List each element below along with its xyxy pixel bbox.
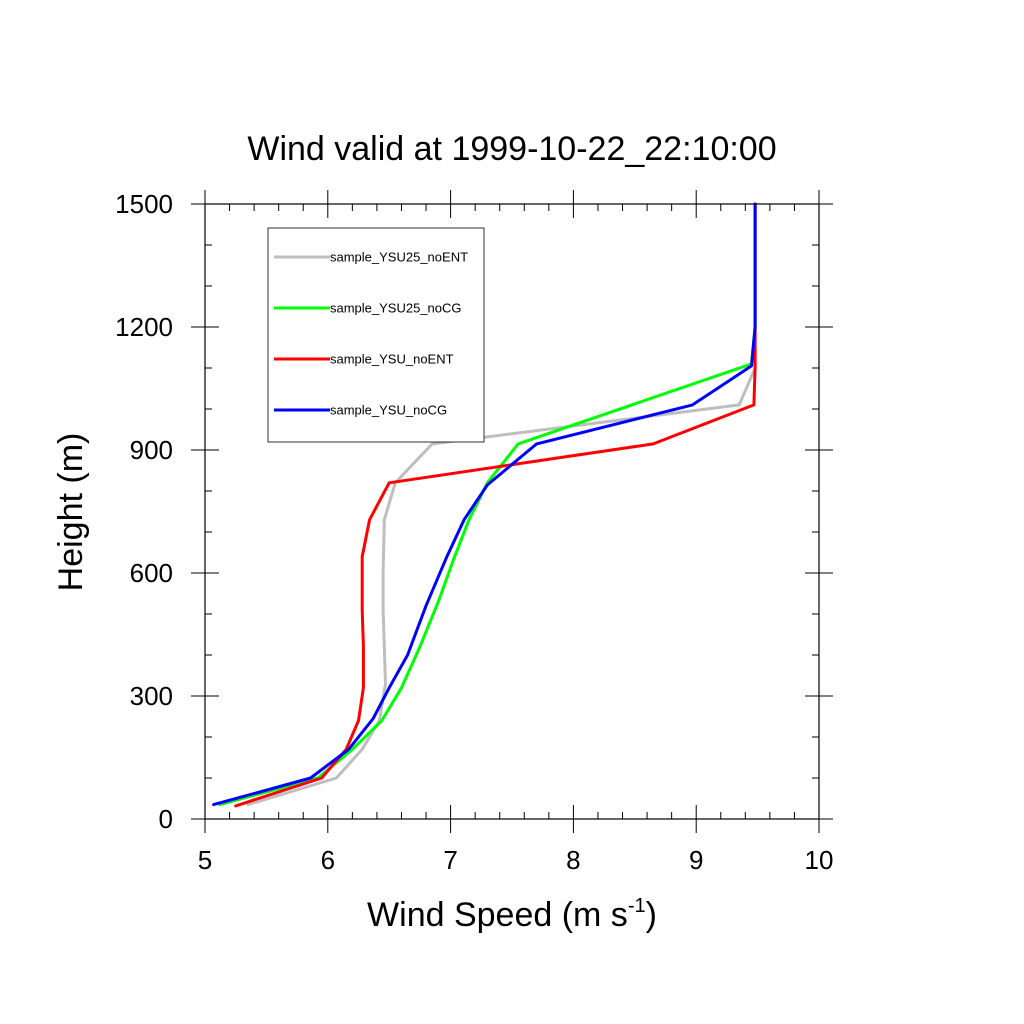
y-tick-label: 600 — [130, 558, 173, 588]
series-line-sample-ysu-noent — [234, 202, 757, 808]
series-line-sample-ysu-nocg — [212, 202, 757, 807]
series-line-sample-ysu25-noent — [246, 202, 757, 807]
x-tick-label: 6 — [321, 845, 335, 875]
x-axis-title-end: ) — [646, 896, 657, 934]
x-axis-title-superscript: -1 — [628, 895, 646, 917]
x-tick-label: 7 — [443, 845, 457, 875]
x-tick-label: 10 — [805, 845, 834, 875]
legend-label-sample-ysu-nocg: sample_YSU_noCG — [330, 403, 447, 418]
legend-label-sample-ysu25-nocg: sample_YSU25_noCG — [330, 301, 462, 316]
plot-frame — [204, 203, 820, 820]
legend: sample_YSU25_noENT sample_YSU25_noCGsampl… — [267, 227, 485, 443]
x-axis-title-main: Wind Speed (m s — [367, 896, 628, 934]
x-tick-label: 5 — [198, 845, 212, 875]
y-axis-title: Height (m) — [52, 433, 90, 592]
x-axis-title: Wind Speed (m s-1) — [367, 895, 657, 934]
series-line-sample-ysu25-nocg — [218, 202, 757, 807]
y-tick-label: 300 — [130, 681, 173, 711]
legend-label-sample-ysu-noent: sample_YSU_noENT — [330, 352, 454, 367]
x-tick-label: 9 — [689, 845, 703, 875]
y-tick-label: 1500 — [115, 189, 173, 219]
y-tick-label: 900 — [130, 435, 173, 465]
y-tick-label: 0 — [159, 804, 173, 834]
series-group — [212, 202, 757, 808]
y-tick-label: 1200 — [115, 312, 173, 342]
legend-label-sample-ysu25-noent: sample_YSU25_noENT — [330, 250, 468, 265]
axis-ticks: 5 6 7 8 9 10 0 300 600 900 1200 1500 — [115, 189, 833, 875]
chart-title: Wind valid at 1999-10-22_22:10:00 — [247, 130, 776, 168]
x-tick-label: 8 — [566, 845, 580, 875]
legend-box — [267, 227, 485, 443]
